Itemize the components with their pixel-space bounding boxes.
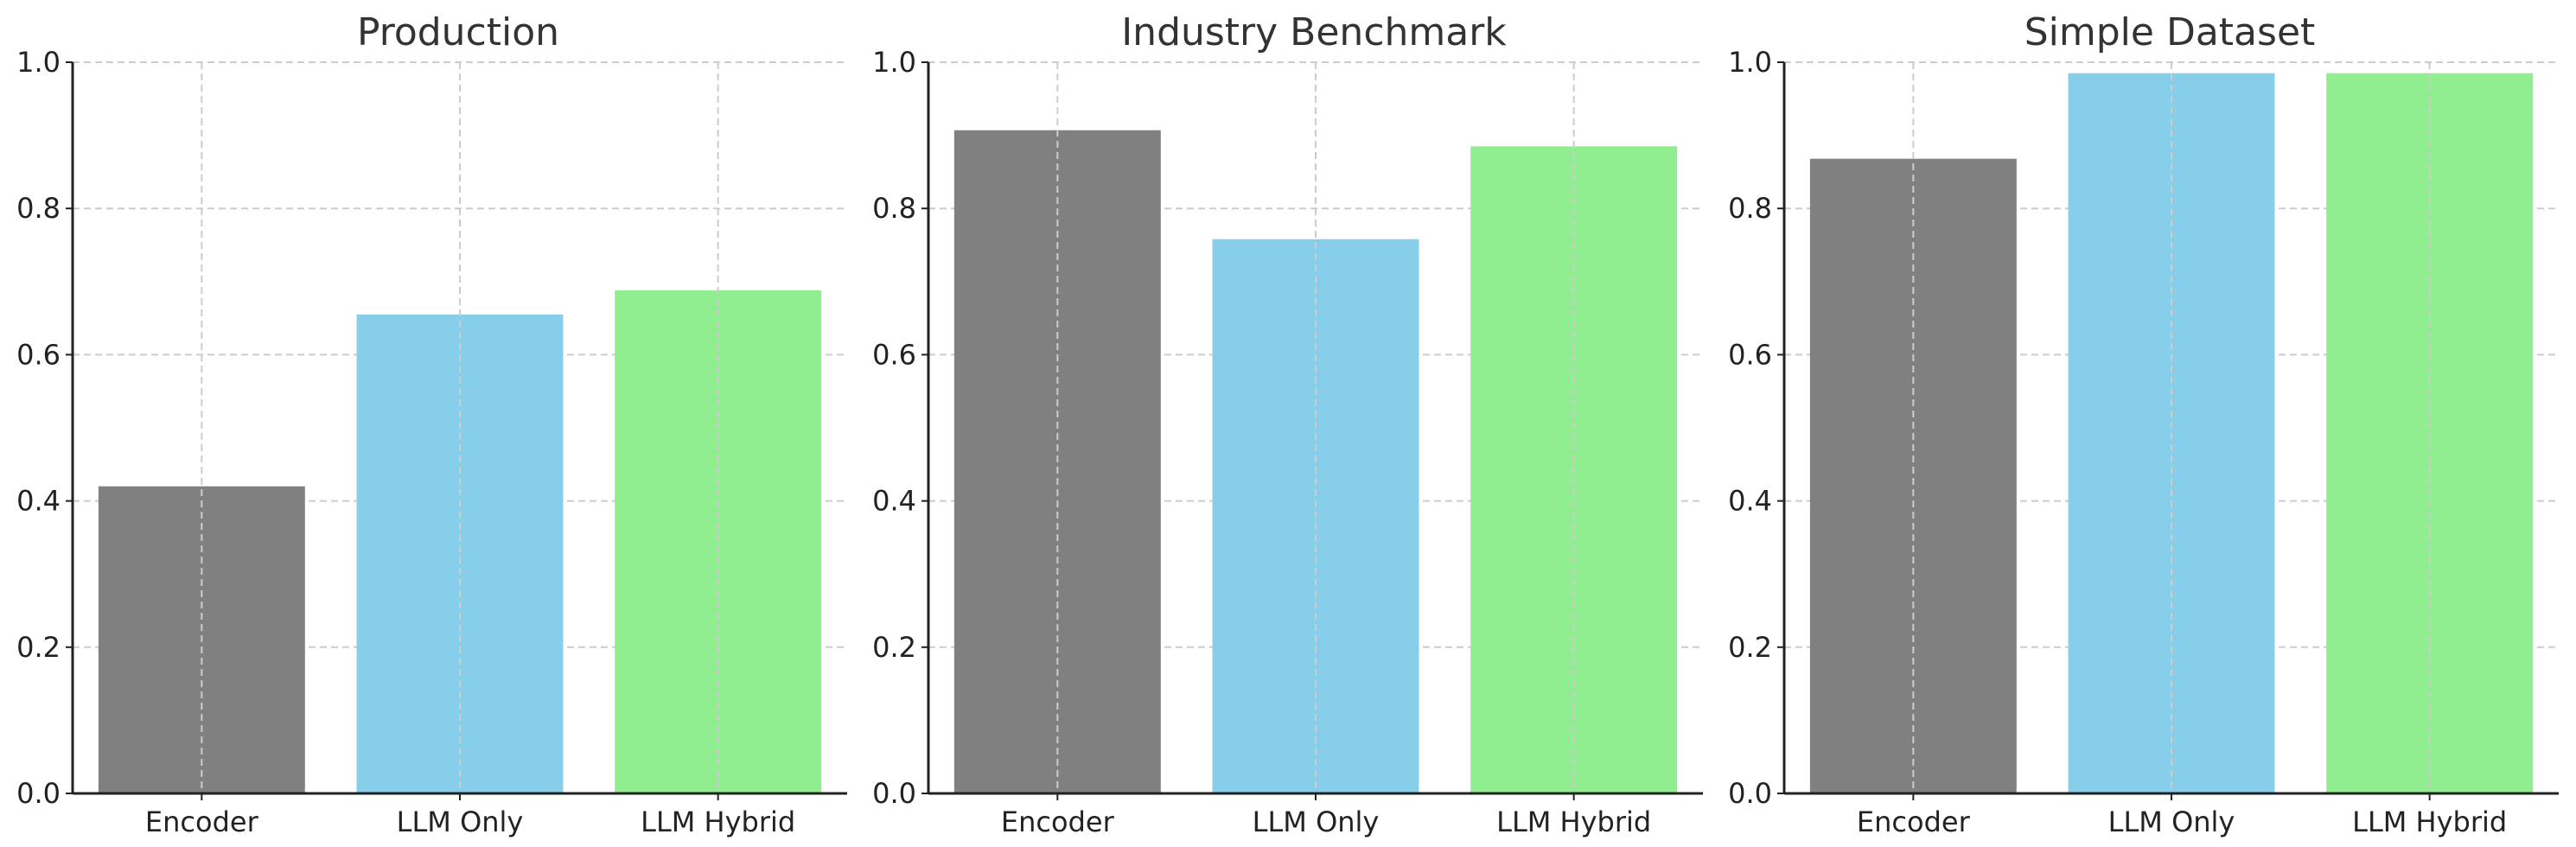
x-tick-label: LLM Only (397, 806, 524, 838)
bar-llm-only (356, 314, 564, 793)
x-tick-label: LLM Only (2108, 806, 2235, 838)
panel-production: Production 0.0 0.2 0.4 0.6 0.8 1.0 Encoder LLM … (16, 10, 847, 838)
panel-title: Production (357, 10, 559, 54)
x-tick-label: Encoder (1857, 806, 1971, 838)
x-tick-label: LLM Hybrid (1496, 806, 1651, 838)
x-tick-label: Encoder (145, 806, 259, 838)
y-tick-label: 1.0 (1728, 46, 1772, 79)
y-tick-label: 0.8 (1728, 192, 1772, 225)
y-tick-label: 0.2 (872, 631, 916, 664)
panel-title: Industry Benchmark (1121, 10, 1507, 54)
y-tick-label: 0.4 (872, 485, 916, 518)
y-tick-label: 0.6 (872, 338, 916, 371)
y-tick-label: 1.0 (872, 46, 916, 79)
y-tick-label: 0.8 (872, 192, 916, 225)
y-tick-label: 0.2 (16, 631, 61, 664)
y-tick-label: 0.6 (16, 338, 61, 371)
y-tick-label: 0.0 (872, 777, 916, 810)
y-tick-label: 0.4 (1728, 485, 1772, 518)
x-tick-label: LLM Hybrid (641, 806, 795, 838)
y-tick-label: 0.6 (1728, 338, 1772, 371)
y-tick-label: 1.0 (16, 46, 61, 79)
y-tick-label: 0.2 (1728, 631, 1772, 664)
y-tick-label: 0.8 (16, 192, 61, 225)
panel-title: Simple Dataset (2024, 10, 2316, 54)
x-tick-label: LLM Hybrid (2352, 806, 2507, 838)
x-tick-label: LLM Only (1253, 806, 1380, 838)
x-tick-label: Encoder (1001, 806, 1115, 838)
panel-industry-benchmark: Industry Benchmark 0.0 0.2 0.4 0.6 0.8 1.0 Enc… (872, 10, 1703, 838)
y-tick-label: 0.4 (16, 485, 61, 518)
panel-simple-dataset: Simple Dataset 0.0 0.2 0.4 0.6 0.8 1.0 Encoder… (1728, 10, 2559, 838)
y-tick-label: 0.0 (16, 777, 61, 810)
y-tick-label: 0.0 (1728, 777, 1772, 810)
